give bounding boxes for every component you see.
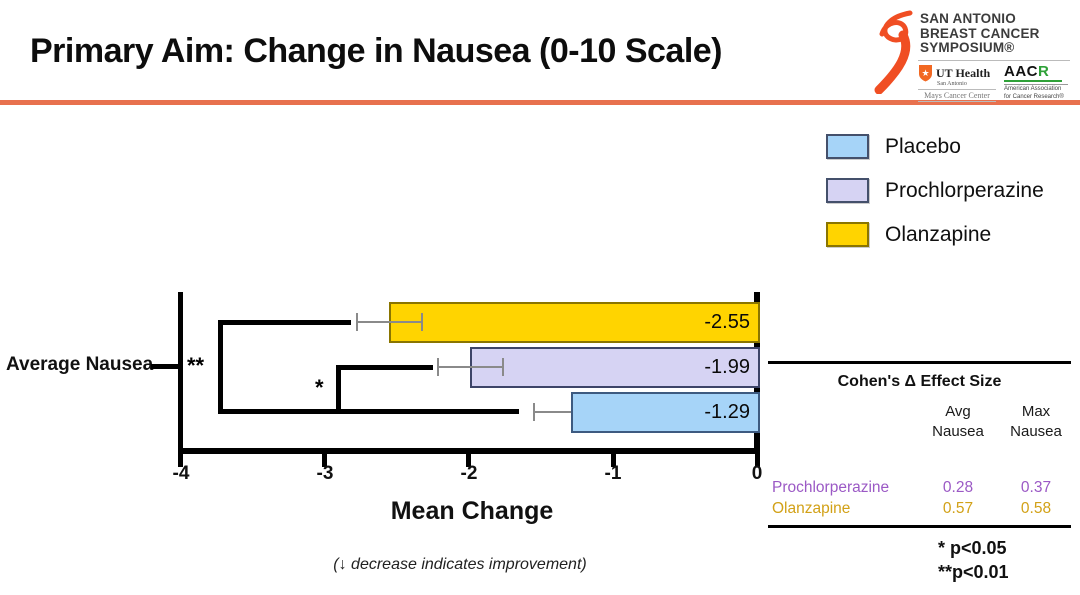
legend-swatch-prochlorperazine (826, 178, 869, 203)
mays-cancer-center-label: Mays Cancer Center (918, 89, 996, 102)
error-bar-cap (436, 358, 439, 376)
uthealth-name: UT Health (936, 65, 991, 80)
legend-swatch-olanzapine (826, 222, 869, 247)
category-label: Average Nausea (6, 354, 154, 375)
footnote-p001: **p<0.01 (938, 562, 1009, 583)
legend-label-prochlorperazine: Prochlorperazine (885, 178, 1044, 202)
x-axis-title: Mean Change (390, 497, 554, 525)
error-bar-cap (420, 313, 423, 331)
aacr-acronym: AACR (1004, 63, 1050, 80)
x-tick-2 (466, 454, 471, 467)
legend-item-placebo: Placebo (826, 134, 961, 159)
chart-note: (↓ decrease indicates improvement) (333, 556, 587, 573)
uthealth-shield-icon: ★ (919, 65, 932, 82)
sig-bracket-secondary-vertical (336, 365, 341, 414)
bar-prochlorperazine: -1.99 (469, 346, 760, 388)
sig-star-double: ** (187, 353, 205, 378)
partner-logos: ★ UT Health San Antonio Mays Cancer Cent… (918, 60, 1070, 102)
legend-item-prochlorperazine: Prochlorperazine (826, 178, 1044, 203)
legend-swatch-placebo (826, 134, 869, 159)
error-bar-olanzapine (355, 321, 421, 323)
aacr-green-bar (1004, 80, 1062, 82)
zero-baseline-axis (754, 292, 760, 454)
error-bar-cap (501, 358, 504, 376)
page-title: Primary Aim: Change in Nausea (0-10 Scal… (30, 32, 723, 70)
bar-olanzapine: -2.55 (389, 301, 760, 343)
x-tick-3 (322, 454, 327, 467)
uthealth-logo: ★ UT Health San Antonio Mays Cancer Cent… (918, 64, 996, 102)
x-tick-label-4: -4 (172, 463, 190, 484)
sig-bracket-primary-vertical (218, 320, 223, 414)
x-tick-label-0: 0 (751, 463, 763, 484)
error-bar-prochlorperazine (436, 366, 502, 368)
col-header-avg: Avg Nausea (932, 403, 984, 440)
bar-value-label: -1.29 (704, 400, 750, 423)
bar-placebo: -1.29 (570, 391, 760, 433)
sig-bracket-secondary-top-arm (336, 365, 433, 370)
x-axis (178, 448, 760, 454)
sabcs-line2: BREAST CANCER (920, 25, 1040, 41)
bar-value-label: -1.99 (704, 355, 750, 378)
cell-proch-avg: 0.28 (942, 479, 974, 496)
cell-proch-max: 0.37 (1020, 479, 1052, 496)
legend-item-olanzapine: Olanzapine (826, 222, 991, 247)
bar-value-label: -2.55 (704, 310, 750, 333)
sig-bracket-primary-bottom-arm (218, 409, 519, 414)
x-tick-label-2: -2 (460, 463, 478, 484)
cell-olanz-max: 0.58 (1020, 500, 1052, 517)
significance-footnotes: * p<0.05 **p<0.01 (938, 536, 1009, 585)
effect-size-table: Cohen's Δ Effect Size Avg Nausea Max Nau… (768, 361, 1071, 528)
x-tick-label-3: -3 (316, 463, 334, 484)
effect-table-title: Cohen's Δ Effect Size (837, 373, 1002, 390)
legend-label-placebo: Placebo (885, 134, 961, 158)
x-tick-1 (611, 454, 616, 467)
sabcs-line1: SAN ANTONIO (920, 11, 1016, 26)
footnote-p005: * p<0.05 (938, 538, 1007, 558)
accent-rule (0, 100, 1080, 105)
y-axis (178, 292, 183, 454)
sig-bracket-primary-top-arm (218, 320, 351, 325)
uthealth-city: San Antonio (937, 81, 967, 87)
x-tick-label-1: -1 (604, 463, 622, 484)
sabcs-ribbon-icon (874, 10, 913, 94)
error-bar-placebo (533, 411, 571, 413)
col-header-max: Max Nausea (1010, 403, 1062, 440)
sabcs-logo: SAN ANTONIO BREAST CANCER SYMPOSIUM® ★ U… (872, 6, 1074, 102)
aacr-logo: AACR American Association for Cancer Res… (1004, 64, 1068, 102)
row-label-olanzapine: Olanzapine (772, 500, 851, 517)
aacr-subtext: American Association for Cancer Research… (1004, 84, 1068, 101)
sig-star-single: * (315, 375, 324, 400)
cell-olanz-avg: 0.57 (942, 500, 974, 517)
sabcs-wordmark: SAN ANTONIO BREAST CANCER SYMPOSIUM® (920, 11, 1040, 56)
x-tick-4 (178, 454, 183, 467)
error-bar-cap (533, 403, 536, 421)
x-tick-0 (755, 454, 760, 467)
row-label-prochlorperazine: Prochlorperazine (772, 479, 890, 496)
category-tick (151, 364, 179, 369)
star-icon: ★ (921, 68, 929, 78)
legend-label-olanzapine: Olanzapine (885, 222, 992, 246)
sabcs-line3: SYMPOSIUM® (920, 40, 1015, 56)
error-bar-cap (355, 313, 358, 331)
